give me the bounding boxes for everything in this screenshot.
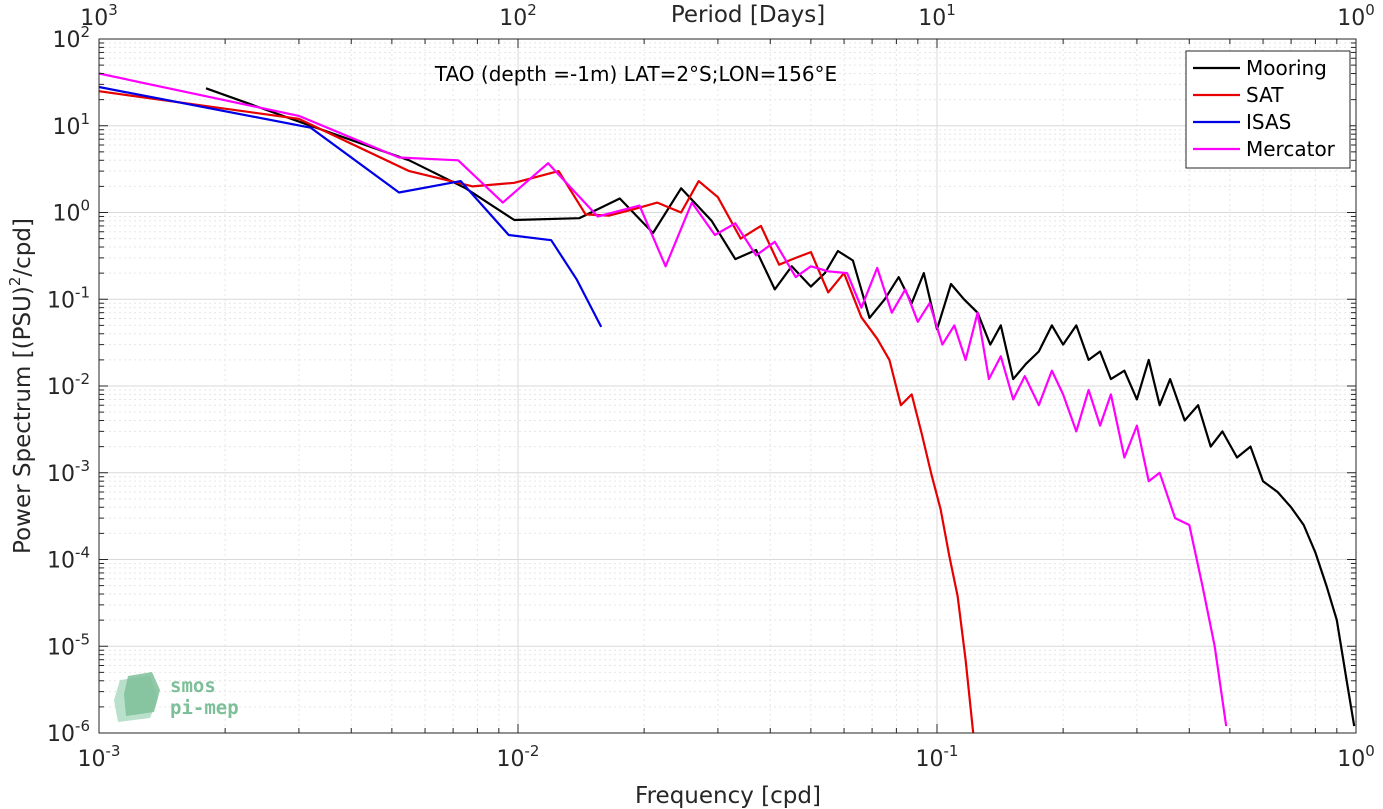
logo-text-pi-mep: pi-mep <box>170 697 239 719</box>
y-tick-label: 10-3 <box>47 457 90 487</box>
top-tick-label-base: 10 <box>1337 6 1365 31</box>
y-tick-label-base: 10 <box>47 722 75 747</box>
y-axis-label-unit: /cpd] <box>10 218 36 277</box>
smos-pi-mep-logo: smos pi-mep <box>114 672 239 722</box>
tick-marks <box>98 38 1357 734</box>
plot-title: TAO (depth =-1m) LAT=2°S;LON=156°E <box>434 62 837 86</box>
y-tick-label-base: 10 <box>47 288 75 313</box>
top-tick-label-base: 10 <box>499 6 527 31</box>
y-tick-label-exponent: -3 <box>75 457 90 475</box>
x-tick-label-exponent: -1 <box>944 742 959 760</box>
x-tick-label-exponent: -3 <box>106 742 121 760</box>
legend-label-sat: SAT <box>1246 83 1284 107</box>
top-tick-label-exponent: 2 <box>527 1 537 19</box>
logo-text-smos: smos <box>170 675 216 697</box>
top-tick-label-exponent: 3 <box>108 1 118 19</box>
y-tick-label: 10-2 <box>47 370 90 400</box>
y-tick-label: 10-1 <box>47 283 90 313</box>
y-tick-label-exponent: -1 <box>75 283 90 301</box>
y-tick-label-base: 10 <box>47 549 75 574</box>
y-tick-label: 101 <box>52 110 90 140</box>
y-tick-label-base: 10 <box>52 115 80 140</box>
x-axis-label: Frequency [cpd] <box>635 783 821 809</box>
y-tick-label-base: 10 <box>47 375 75 400</box>
y-tick-label: 102 <box>52 23 90 53</box>
y-tick-label-exponent: -6 <box>75 717 90 735</box>
y-axis-label: Power Spectrum [(PSU)2/cpd] <box>6 218 36 554</box>
series-line-mooring <box>205 87 1356 727</box>
x-tick-label: 10-1 <box>916 742 959 772</box>
x-tick-label: 10-3 <box>78 742 121 772</box>
top-tick-label: 100 <box>1337 1 1375 31</box>
x-tick-label-base: 10 <box>78 747 106 772</box>
y-axis-label-main: Power Spectrum [(PSU) <box>10 286 36 554</box>
x-tick-label-exponent: 0 <box>1365 742 1375 760</box>
y-tick-label-base: 10 <box>47 635 75 660</box>
legend: Mooring SAT ISAS Mercator <box>1185 50 1351 169</box>
y-tick-label-exponent: 0 <box>80 197 90 215</box>
top-tick-label-base: 10 <box>918 6 946 31</box>
y-tick-label-exponent: 2 <box>80 23 90 41</box>
top-axis-label: Period [Days] <box>671 2 825 28</box>
top-tick-label-exponent: 1 <box>946 1 956 19</box>
y-tick-label-exponent: -4 <box>75 544 90 562</box>
top-tick-label-exponent: 0 <box>1365 1 1375 19</box>
series-line-isas <box>98 85 603 328</box>
series-line-mercator <box>98 72 1228 727</box>
legend-label-mooring: Mooring <box>1246 56 1327 80</box>
top-tick-label: 101 <box>918 1 956 31</box>
y-tick-label-exponent: -5 <box>75 630 90 648</box>
legend-label-mercator: Mercator <box>1246 137 1336 161</box>
top-tick-label: 103 <box>80 1 118 31</box>
y-tick-label-base: 10 <box>52 28 80 53</box>
x-tick-label: 100 <box>1337 742 1375 772</box>
y-axis-label-exponent: 2 <box>6 277 24 287</box>
x-tick-label-base: 10 <box>916 747 944 772</box>
y-tick-label: 10-5 <box>47 630 90 660</box>
x-tick-label: 10-2 <box>497 742 540 772</box>
series-layer <box>98 72 1356 734</box>
y-tick-label: 10-4 <box>47 544 90 574</box>
y-tick-label-exponent: 1 <box>80 110 90 128</box>
y-tick-label-base: 10 <box>47 462 75 487</box>
y-tick-label: 10-6 <box>47 717 90 747</box>
x-tick-label-exponent: -2 <box>525 742 540 760</box>
y-tick-label: 100 <box>52 197 90 227</box>
logo-mark-front <box>124 672 160 716</box>
y-tick-label-base: 10 <box>52 202 80 227</box>
top-tick-label: 102 <box>499 1 537 31</box>
legend-label-isas: ISAS <box>1246 110 1291 134</box>
top-tick-label-base: 10 <box>80 6 108 31</box>
y-tick-label-exponent: -2 <box>75 370 90 388</box>
x-tick-label-base: 10 <box>497 747 525 772</box>
x-tick-label-base: 10 <box>1337 747 1365 772</box>
